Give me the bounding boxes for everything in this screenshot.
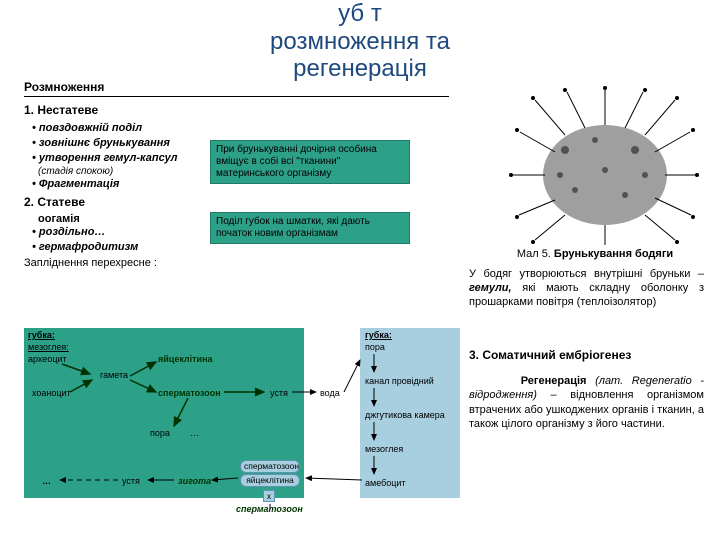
lbl-dots1: …: [190, 428, 199, 438]
lbl-mezo2: мезоглея: [365, 444, 403, 454]
section-heading: Розмноження: [24, 80, 444, 94]
lbl-flag: джгутикова камера: [365, 410, 445, 420]
title-l3: регенерація: [293, 55, 427, 82]
title-l2: розмноження та: [270, 28, 450, 55]
sub-sexual: 2. Статеве: [24, 195, 444, 209]
title-l1: уб т: [338, 0, 382, 27]
lbl-sperm2: сперматозоон: [236, 504, 303, 514]
rp1a: У бодяг утворюються внутрішні бруньки –: [469, 268, 704, 280]
lbl-gameta: гамета: [100, 370, 128, 380]
rp1b: гемули,: [469, 282, 512, 294]
bullet-1: повздовжній поділ: [32, 121, 444, 136]
divider: [24, 96, 449, 97]
figure-caption: Мал 5. Брунькування бодяги: [490, 248, 700, 260]
regeneration-para: Регенерація (лат. Regeneratio - відродже…: [469, 374, 704, 431]
gemmules-para: У бодяг утворюються внутрішні бруньки – …: [469, 268, 704, 309]
caption-pre: Мал 5.: [517, 248, 554, 260]
sub-asexual: 1. Нестатеве: [24, 103, 444, 117]
lbl-ustya: устя: [270, 388, 288, 398]
lbl-ustya2: устя: [122, 476, 140, 486]
lbl-egg: яйцеклітина: [158, 354, 213, 364]
lbl-zygote: зигота: [178, 476, 211, 486]
lbl-pora2: пора: [365, 342, 385, 352]
rp2a: Регенерація: [521, 375, 587, 387]
figure-gemmulation: [505, 80, 700, 245]
lbl-arch: археоцит: [28, 354, 67, 364]
lbl-gubka2: губка:: [365, 330, 392, 340]
somatic-heading: 3. Соматичний ембріогенез: [469, 348, 704, 362]
lbl-pora: пора: [150, 428, 170, 438]
pill-sperm: сперматозоон: [240, 460, 300, 473]
xbox: х: [263, 490, 275, 502]
page-title: уб т розмноження та регенерація: [0, 0, 720, 83]
lbl-voda: вода: [320, 388, 340, 398]
lbl-dots2: …: [42, 476, 51, 486]
fertilization-label: Запліднення перехресне :: [24, 257, 444, 269]
callout-budding: При брунькуванні дочірня особина вміщує …: [210, 140, 410, 184]
lbl-kanal: канал провідний: [365, 376, 434, 386]
lbl-sperm: сперматозоон: [158, 388, 221, 398]
pill-egg: яйцеклітина: [240, 474, 300, 487]
lbl-mezo: мезоглея:: [28, 342, 69, 352]
lbl-gubka1: губка:: [28, 330, 55, 340]
caption-bold: Брунькування бодяги: [554, 248, 673, 260]
lbl-choan: хоаноцит: [32, 388, 71, 398]
callout-fragmentation: Поділ губок на шматки, які дають початок…: [210, 212, 410, 244]
lbl-ameb: амебоцит: [365, 478, 406, 488]
